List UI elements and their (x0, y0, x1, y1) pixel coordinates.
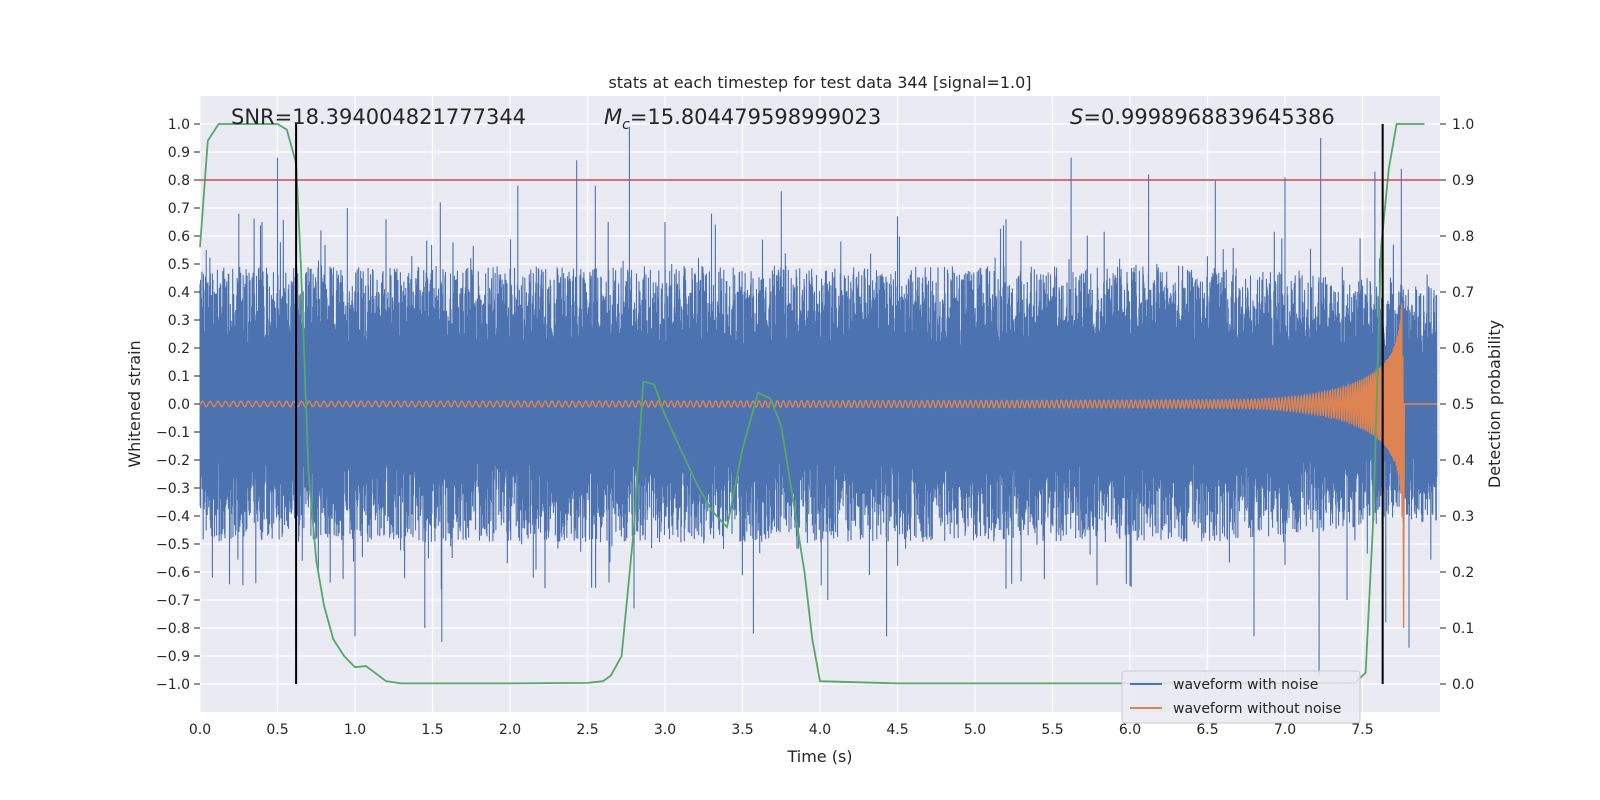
x-tick-label: 6.0 (1119, 722, 1141, 738)
legend-label-noise: waveform with noise (1173, 677, 1318, 693)
x-tick-label: 4.0 (809, 722, 831, 738)
y2-axis-label: Detection probability (1485, 320, 1504, 488)
y-axis-label: Whitened strain (125, 340, 144, 467)
axes: 0.0 0.5 1.0 1.5 2.0 2.5 3.0 3.5 4.0 4.5 5.0 5.5 6.0 6… (156, 117, 1474, 738)
y-tick-label: 0.6 (168, 229, 190, 245)
snr-annotation: SNR=18.394004821777344 (231, 105, 526, 129)
x-axis-label: Time (s) (786, 747, 852, 766)
x-tick-label: 7.5 (1351, 722, 1373, 738)
score-annotation: S=0.9998968839645386 (1070, 105, 1335, 129)
score-value: =0.9998968839645386 (1083, 105, 1334, 129)
x-tick-label: 5.5 (1041, 722, 1063, 738)
x-tick-label: 3.5 (731, 722, 753, 738)
score-symbol: S (1070, 105, 1083, 129)
overlay-lines (200, 124, 1440, 684)
x-tick-label: 0.0 (189, 722, 211, 738)
chart-title: stats at each timestep for test data 344… (608, 73, 1031, 92)
clean-waveform-line (199, 303, 1437, 629)
chirp-mass-symbol: M (604, 105, 622, 129)
y-tick-label: −0.1 (156, 425, 190, 441)
y2-tick-label: 0.5 (1452, 397, 1474, 413)
y-tick-label: −0.7 (156, 593, 190, 609)
x-tick-label: 4.5 (886, 722, 908, 738)
y-tick-label: 1.0 (168, 117, 190, 133)
x-tick-label: 6.5 (1196, 722, 1218, 738)
y-tick-label: −0.4 (156, 509, 190, 525)
y2-tick-label: 0.4 (1452, 453, 1474, 469)
y-tick-label: 0.7 (168, 201, 190, 217)
y-tick-label: −0.3 (156, 481, 190, 497)
y-tick-label: −0.8 (156, 621, 190, 637)
noise-waveform-line (199, 126, 1438, 676)
y-tick-label: 0.0 (168, 397, 190, 413)
y-tick-label: −0.6 (156, 565, 190, 581)
y-tick-label: 0.8 (168, 173, 190, 189)
x-tick-label: 2.5 (576, 722, 598, 738)
y2-tick-label: 0.8 (1452, 229, 1474, 245)
y2-tick-label: 0.0 (1452, 677, 1474, 693)
y2-tick-label: 1.0 (1452, 117, 1474, 133)
chirp-mass-value: =15.804479598999023 (630, 105, 881, 129)
x-tick-label: 0.5 (266, 722, 288, 738)
waveform-with-noise-series (199, 126, 1438, 676)
chirp-mass-subscript: c (622, 117, 630, 133)
chirp-mass-annotation: Mc=15.804479598999023 (604, 105, 881, 133)
legend: waveform with noise waveform without noi… (1121, 670, 1361, 724)
waveform-without-noise-series (199, 303, 1437, 629)
y-tick-label: −0.2 (156, 453, 190, 469)
y-tick-label: 0.1 (168, 369, 190, 385)
y2-tick-label: 0.1 (1452, 621, 1474, 637)
y-tick-label: −1.0 (156, 677, 190, 693)
y-tick-label: 0.4 (168, 285, 190, 301)
y2-tick-label: 0.6 (1452, 341, 1474, 357)
x-tick-label: 7.0 (1274, 722, 1296, 738)
y-tick-label: 0.5 (168, 257, 190, 273)
y-tick-label: 0.3 (168, 313, 190, 329)
y2-tick-label: 0.3 (1452, 509, 1474, 525)
y2-tick-label: 0.7 (1452, 285, 1474, 301)
legend-box (1121, 670, 1361, 724)
x-tick-label: 5.0 (964, 722, 986, 738)
y-tick-label: 0.2 (168, 341, 190, 357)
x-tick-label: 2.0 (499, 722, 521, 738)
x-tick-label: 3.0 (654, 722, 676, 738)
y-tick-label: 0.9 (168, 145, 190, 161)
y2-tick-label: 0.9 (1452, 173, 1474, 189)
x-tick-label: 1.0 (344, 722, 366, 738)
x-tick-label: 1.5 (421, 722, 443, 738)
legend-label-clean: waveform without noise (1173, 701, 1341, 717)
y-tick-label: −0.9 (156, 649, 190, 665)
y-tick-label: −0.5 (156, 537, 190, 553)
y2-tick-label: 0.2 (1452, 565, 1474, 581)
